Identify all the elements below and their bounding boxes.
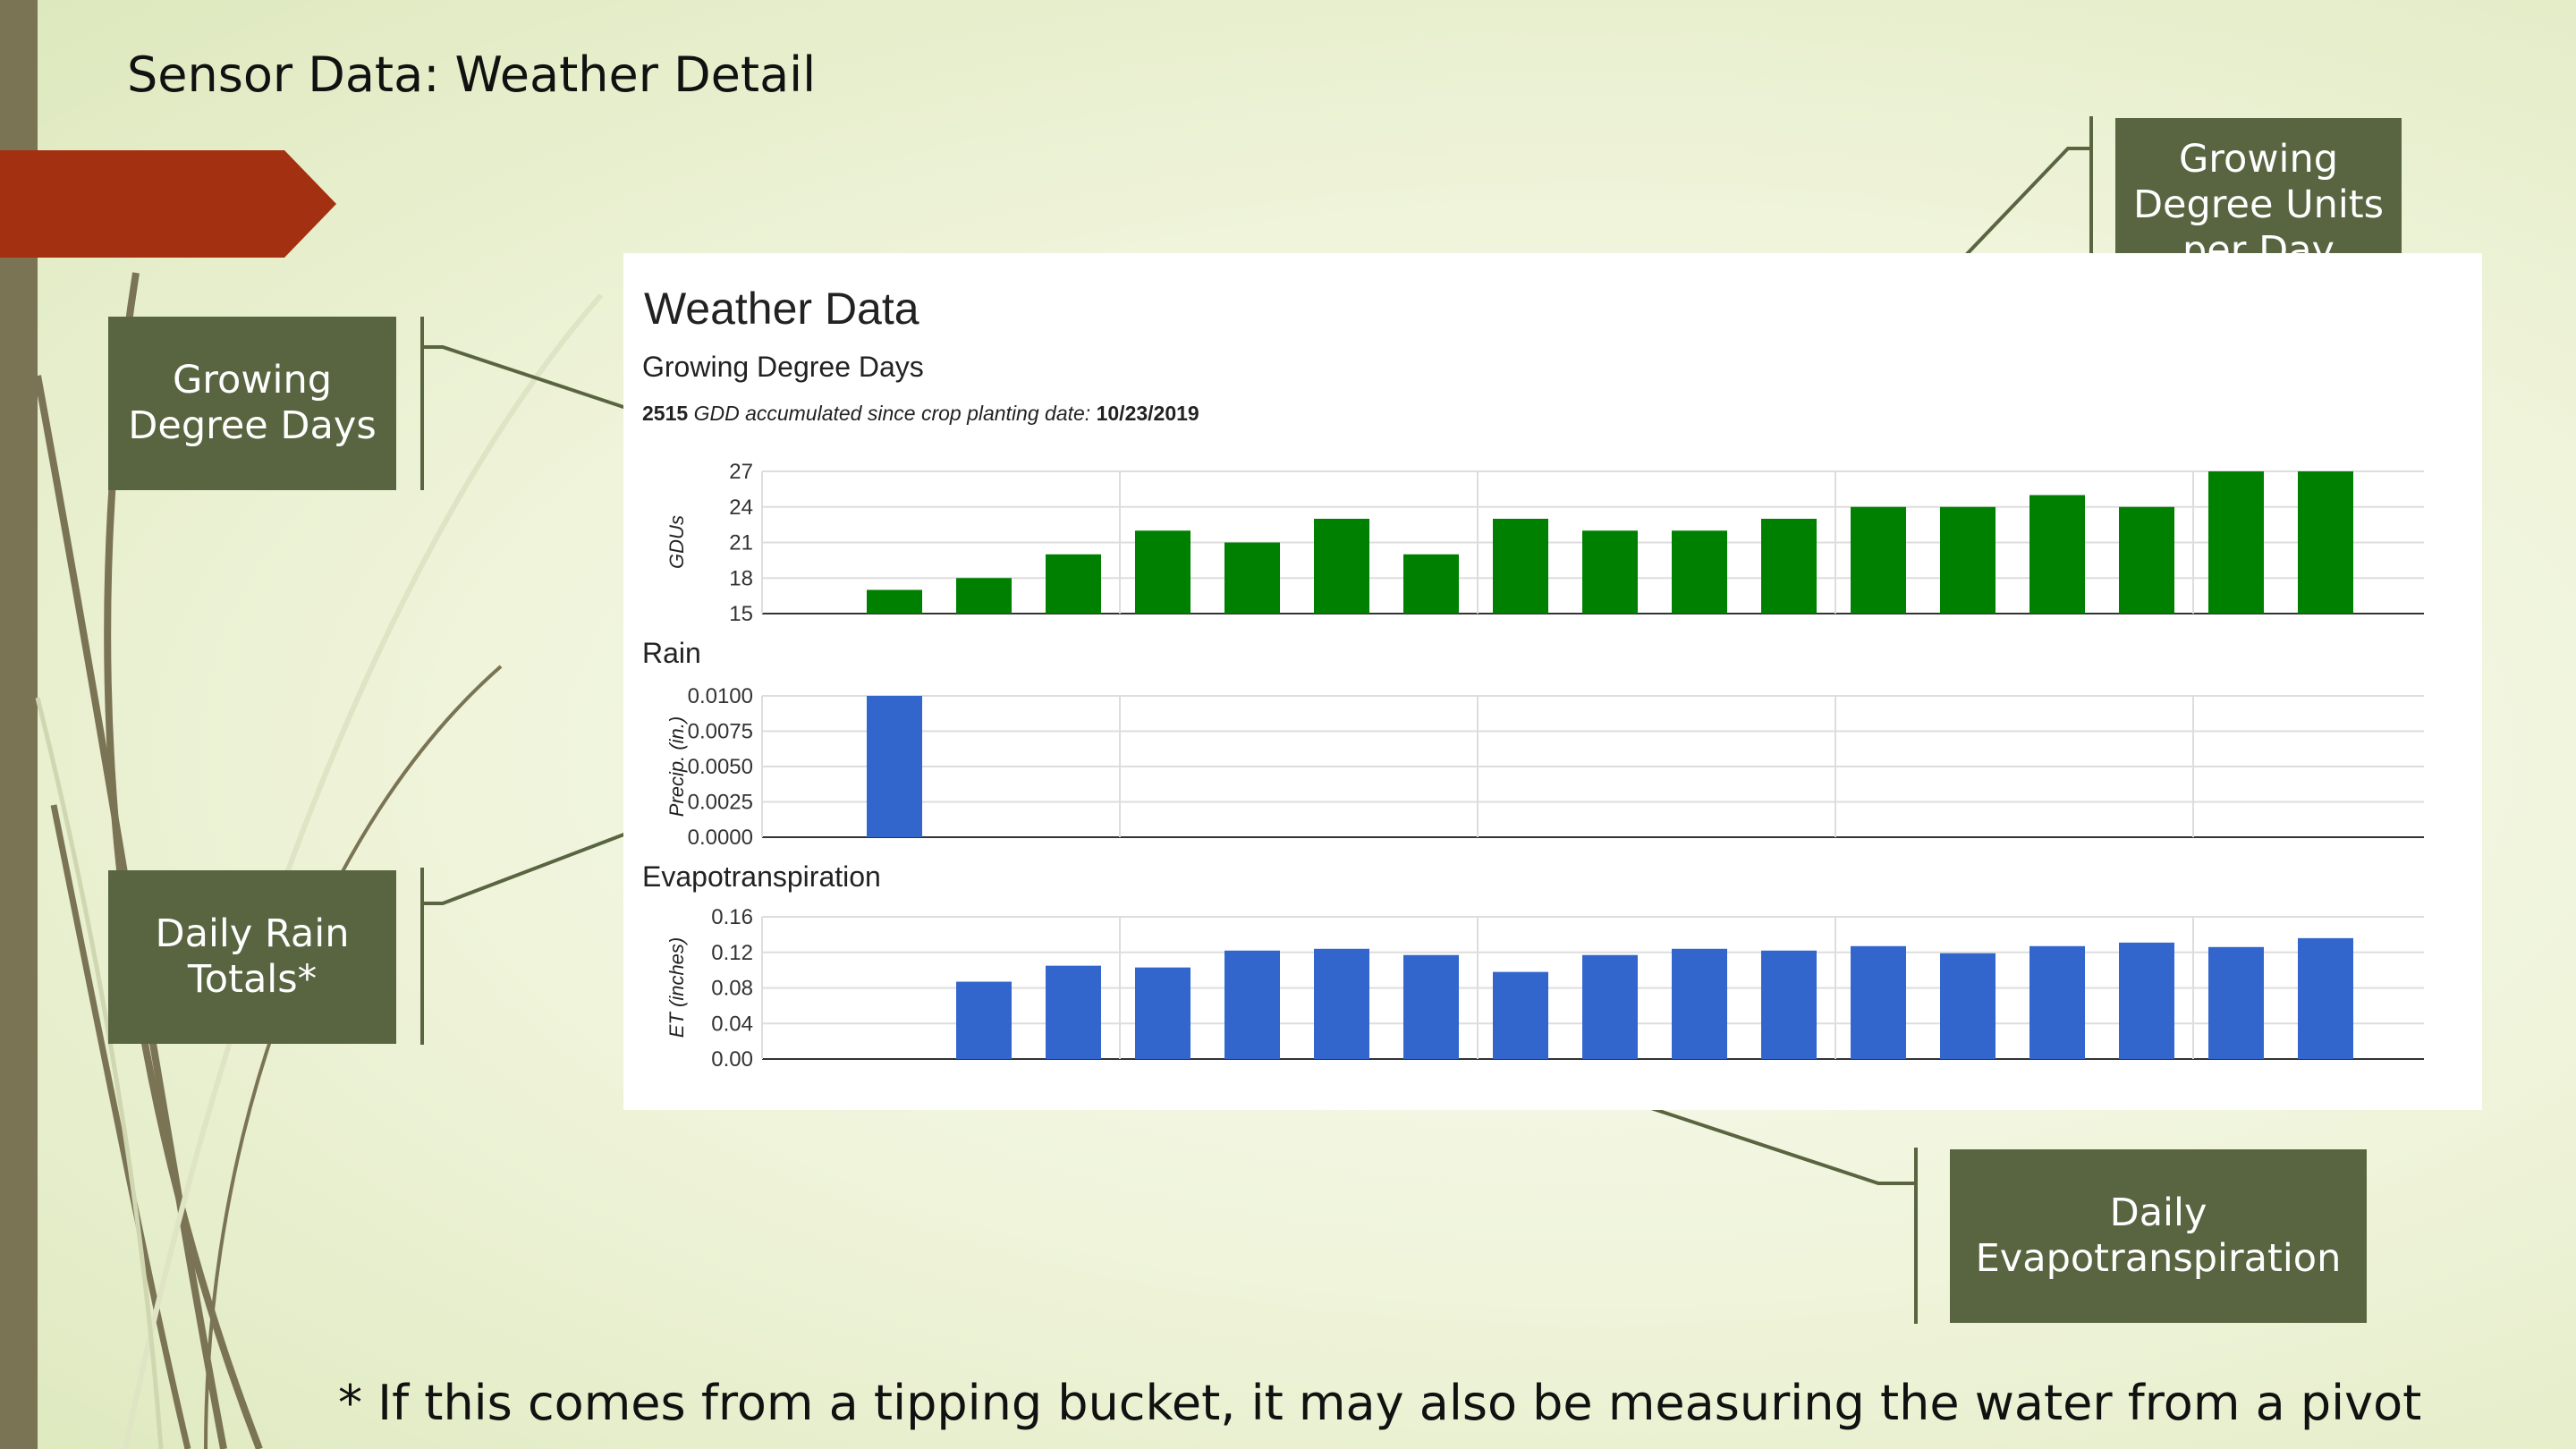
et-bar xyxy=(1940,953,1996,1059)
gdu-bar xyxy=(867,589,922,614)
gdu-tick-label: 21 xyxy=(729,531,753,555)
gdd-subtitle: Growing Degree Days xyxy=(642,351,924,383)
et-bar xyxy=(1135,967,1191,1059)
et-bar xyxy=(2208,946,2264,1059)
rain-tick-label: 0.0000 xyxy=(688,826,753,850)
et-tick-label: 0.08 xyxy=(711,977,753,1001)
callout-growing-degree-days: Growing Degree Days xyxy=(108,317,396,490)
weather-data-title: Weather Data xyxy=(644,284,919,334)
gdu-ylabel: GDUs xyxy=(665,515,688,569)
gdu-bar xyxy=(1314,519,1369,614)
et-bar xyxy=(2029,945,2085,1059)
et-bar xyxy=(1761,950,1817,1059)
slide-title: Sensor Data: Weather Detail xyxy=(127,47,817,103)
callout-daily-et: Daily Evapotranspiration xyxy=(1950,1149,2367,1323)
et-bar xyxy=(1582,954,1638,1059)
gdu-bar xyxy=(1403,554,1459,614)
rain-tick-label: 0.0075 xyxy=(688,720,753,744)
gdu-bar xyxy=(1672,530,1727,614)
et-bar xyxy=(2298,937,2353,1059)
gdu-bar xyxy=(956,578,1012,614)
et-subtitle: Evapotranspiration xyxy=(642,860,881,893)
gdu-bar xyxy=(2208,471,2264,614)
gdu-tick-label: 18 xyxy=(729,566,753,590)
gdu-bar xyxy=(1761,519,1817,614)
callout-daily-rain: Daily Rain Totals* xyxy=(108,870,396,1044)
gdu-bar xyxy=(1582,530,1638,614)
et-tick-label: 0.04 xyxy=(711,1012,753,1036)
rain-bar xyxy=(867,696,922,837)
rain-tick-label: 0.0050 xyxy=(688,755,753,779)
rain-tick-label: 0.0100 xyxy=(688,684,753,708)
gdu-bar xyxy=(1224,542,1280,614)
rain-subtitle: Rain xyxy=(642,637,701,669)
et-bar xyxy=(1224,950,1280,1059)
gdu-tick-label: 24 xyxy=(729,496,753,520)
gdu-bar xyxy=(1493,519,1548,614)
et-bar xyxy=(1493,971,1548,1059)
gdu-tick-label: 15 xyxy=(729,602,753,626)
et-bar xyxy=(1314,948,1369,1059)
planting-date: 10/23/2019 xyxy=(1096,402,1199,425)
gdu-bar xyxy=(1135,530,1191,614)
et-bar xyxy=(1851,945,1906,1059)
gdu-bar xyxy=(2119,506,2174,614)
rain-ylabel: Precip. (in.) xyxy=(665,716,688,817)
gdu-tick-label: 27 xyxy=(729,460,753,484)
gdd-value: 2515 xyxy=(642,402,689,425)
et-tick-label: 0.00 xyxy=(711,1047,753,1072)
et-bar xyxy=(1403,954,1459,1059)
gdu-bar xyxy=(2029,495,2085,614)
footnote: * If this comes from a tipping bucket, i… xyxy=(338,1375,2422,1431)
gdu-bar xyxy=(2298,471,2353,614)
et-tick-label: 0.16 xyxy=(711,905,753,929)
gdd-text: GDD accumulated since crop planting date… xyxy=(693,402,1091,425)
et-bar xyxy=(1672,948,1727,1059)
et-bar xyxy=(956,981,1012,1059)
et-bar xyxy=(2119,942,2174,1059)
rain-tick-label: 0.0025 xyxy=(688,791,753,815)
gdu-bar xyxy=(1940,506,1996,614)
gdd-summary: 2515 GDD accumulated since crop planting… xyxy=(642,402,1199,426)
gdu-bar xyxy=(1851,506,1906,614)
gdu-bar xyxy=(1046,554,1101,614)
et-ylabel: ET (inches) xyxy=(665,937,688,1038)
red-arrow-icon xyxy=(0,150,336,258)
et-tick-label: 0.12 xyxy=(711,941,753,965)
et-bar xyxy=(1046,965,1101,1059)
